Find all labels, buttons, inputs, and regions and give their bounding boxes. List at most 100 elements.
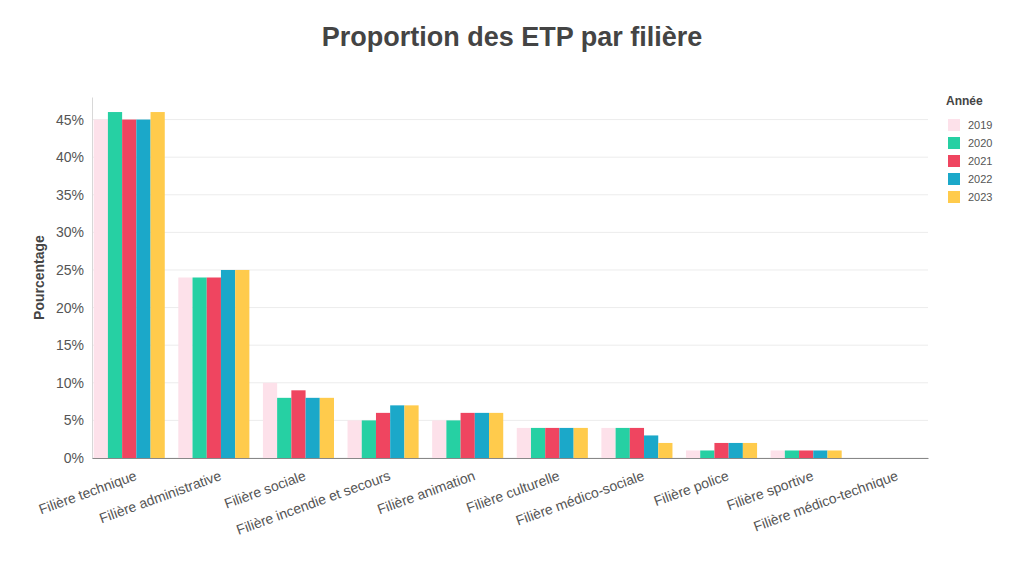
bar bbox=[771, 450, 785, 458]
bar bbox=[601, 428, 615, 458]
legend: Année 2019 2020 2021 2022 2023 bbox=[946, 94, 992, 203]
plot: 0% 5% 10% 15% 20% 25% 30% 35% 40% 45% Filière tech… bbox=[37, 98, 929, 538]
legend-label: 2023 bbox=[968, 191, 992, 203]
y-tick: 25% bbox=[56, 262, 92, 278]
bar bbox=[263, 383, 277, 458]
bar bbox=[630, 428, 644, 458]
x-tick: Filière animation bbox=[375, 458, 477, 517]
y-tick: 35% bbox=[56, 187, 92, 203]
x-tick-label: Filière police bbox=[652, 467, 732, 509]
x-tick-label: Filière animation bbox=[375, 467, 477, 517]
legend-label: 2022 bbox=[968, 173, 992, 185]
bar bbox=[827, 450, 841, 458]
legend-item: 2019 bbox=[948, 119, 992, 131]
bar bbox=[700, 450, 714, 458]
bar bbox=[376, 413, 390, 458]
bar bbox=[108, 112, 122, 458]
legend-title: Année bbox=[946, 94, 983, 108]
bar bbox=[658, 443, 672, 458]
series bbox=[136, 120, 827, 458]
bar bbox=[221, 270, 235, 458]
bar bbox=[644, 435, 658, 458]
y-tick: 40% bbox=[56, 149, 92, 165]
bar bbox=[207, 278, 221, 459]
y-tick-label: 15% bbox=[56, 337, 84, 353]
y-tick-label: 35% bbox=[56, 187, 84, 203]
bar bbox=[489, 413, 503, 458]
bar bbox=[813, 450, 827, 458]
legend-item: 2021 bbox=[948, 155, 992, 167]
chart: Proportion des ETP par filière 0% 5% 10% 15%… bbox=[0, 0, 1024, 568]
bars bbox=[94, 112, 842, 458]
series bbox=[108, 112, 799, 458]
bar bbox=[291, 390, 305, 458]
y-tick-label: 10% bbox=[56, 375, 84, 391]
bar bbox=[122, 120, 136, 458]
bar bbox=[743, 443, 757, 458]
bar bbox=[898, 458, 912, 459]
grid-line bbox=[92, 269, 928, 270]
bar bbox=[912, 458, 926, 459]
x-tick: Filière incendie et secours bbox=[234, 458, 392, 538]
grid-line bbox=[92, 194, 928, 195]
bar bbox=[686, 450, 700, 458]
y-tick-label: 25% bbox=[56, 262, 84, 278]
bar bbox=[306, 398, 320, 458]
series bbox=[94, 120, 785, 458]
bar bbox=[404, 405, 418, 458]
bar bbox=[714, 443, 728, 458]
bar bbox=[559, 428, 573, 458]
bar bbox=[432, 420, 446, 458]
legend-swatch bbox=[948, 173, 960, 185]
y-tick-label: 0% bbox=[64, 450, 84, 466]
bar bbox=[729, 443, 743, 458]
bar bbox=[235, 270, 249, 458]
y-tick: 5% bbox=[64, 412, 92, 428]
x-tick: Filière médico-technique bbox=[751, 458, 900, 534]
x-tick-label: Filière médico-sociale bbox=[514, 467, 647, 528]
legend-item: 2022 bbox=[948, 173, 992, 185]
bar bbox=[799, 450, 813, 458]
y-tick: 15% bbox=[56, 337, 92, 353]
y-tick: 10% bbox=[56, 375, 92, 391]
bar bbox=[277, 398, 291, 458]
bar bbox=[461, 413, 475, 458]
x-axis: Filière techniqueFilière administrativeF… bbox=[37, 458, 929, 538]
y-tick-label: 30% bbox=[56, 224, 84, 240]
title: Proportion des ETP par filière bbox=[322, 22, 703, 52]
y-axis-line bbox=[92, 98, 93, 459]
y-axis-title: Pourcentage bbox=[31, 235, 47, 320]
bar bbox=[193, 278, 207, 459]
x-tick: Filière médico-sociale bbox=[514, 458, 647, 529]
legend-item: 2023 bbox=[948, 191, 992, 203]
bar bbox=[855, 458, 869, 459]
legend-swatch bbox=[948, 155, 960, 167]
bar bbox=[178, 278, 192, 459]
legend-label: 2019 bbox=[968, 119, 992, 131]
x-tick: Filière administrative bbox=[97, 458, 223, 526]
y-tick-label: 5% bbox=[64, 412, 84, 428]
grid-line bbox=[92, 119, 928, 120]
y-tick: 30% bbox=[56, 224, 92, 240]
legend-swatch bbox=[948, 191, 960, 203]
bar bbox=[475, 413, 489, 458]
legend-swatch bbox=[948, 137, 960, 149]
legend-item: 2020 bbox=[948, 137, 992, 149]
series bbox=[122, 120, 813, 458]
bar bbox=[574, 428, 588, 458]
bar bbox=[94, 120, 108, 458]
bar bbox=[884, 458, 898, 459]
bar bbox=[616, 428, 630, 458]
legend-swatch bbox=[948, 119, 960, 131]
y-tick-label: 20% bbox=[56, 300, 84, 316]
bar bbox=[136, 120, 150, 458]
y-tick: 45% bbox=[56, 112, 92, 128]
grid bbox=[92, 120, 928, 458]
y-tick: 20% bbox=[56, 300, 92, 316]
bar bbox=[446, 420, 460, 458]
legend-label: 2021 bbox=[968, 155, 992, 167]
y-tick: 0% bbox=[64, 450, 92, 466]
grid-line bbox=[92, 232, 928, 233]
legend-label: 2020 bbox=[968, 137, 992, 149]
bar bbox=[785, 450, 799, 458]
